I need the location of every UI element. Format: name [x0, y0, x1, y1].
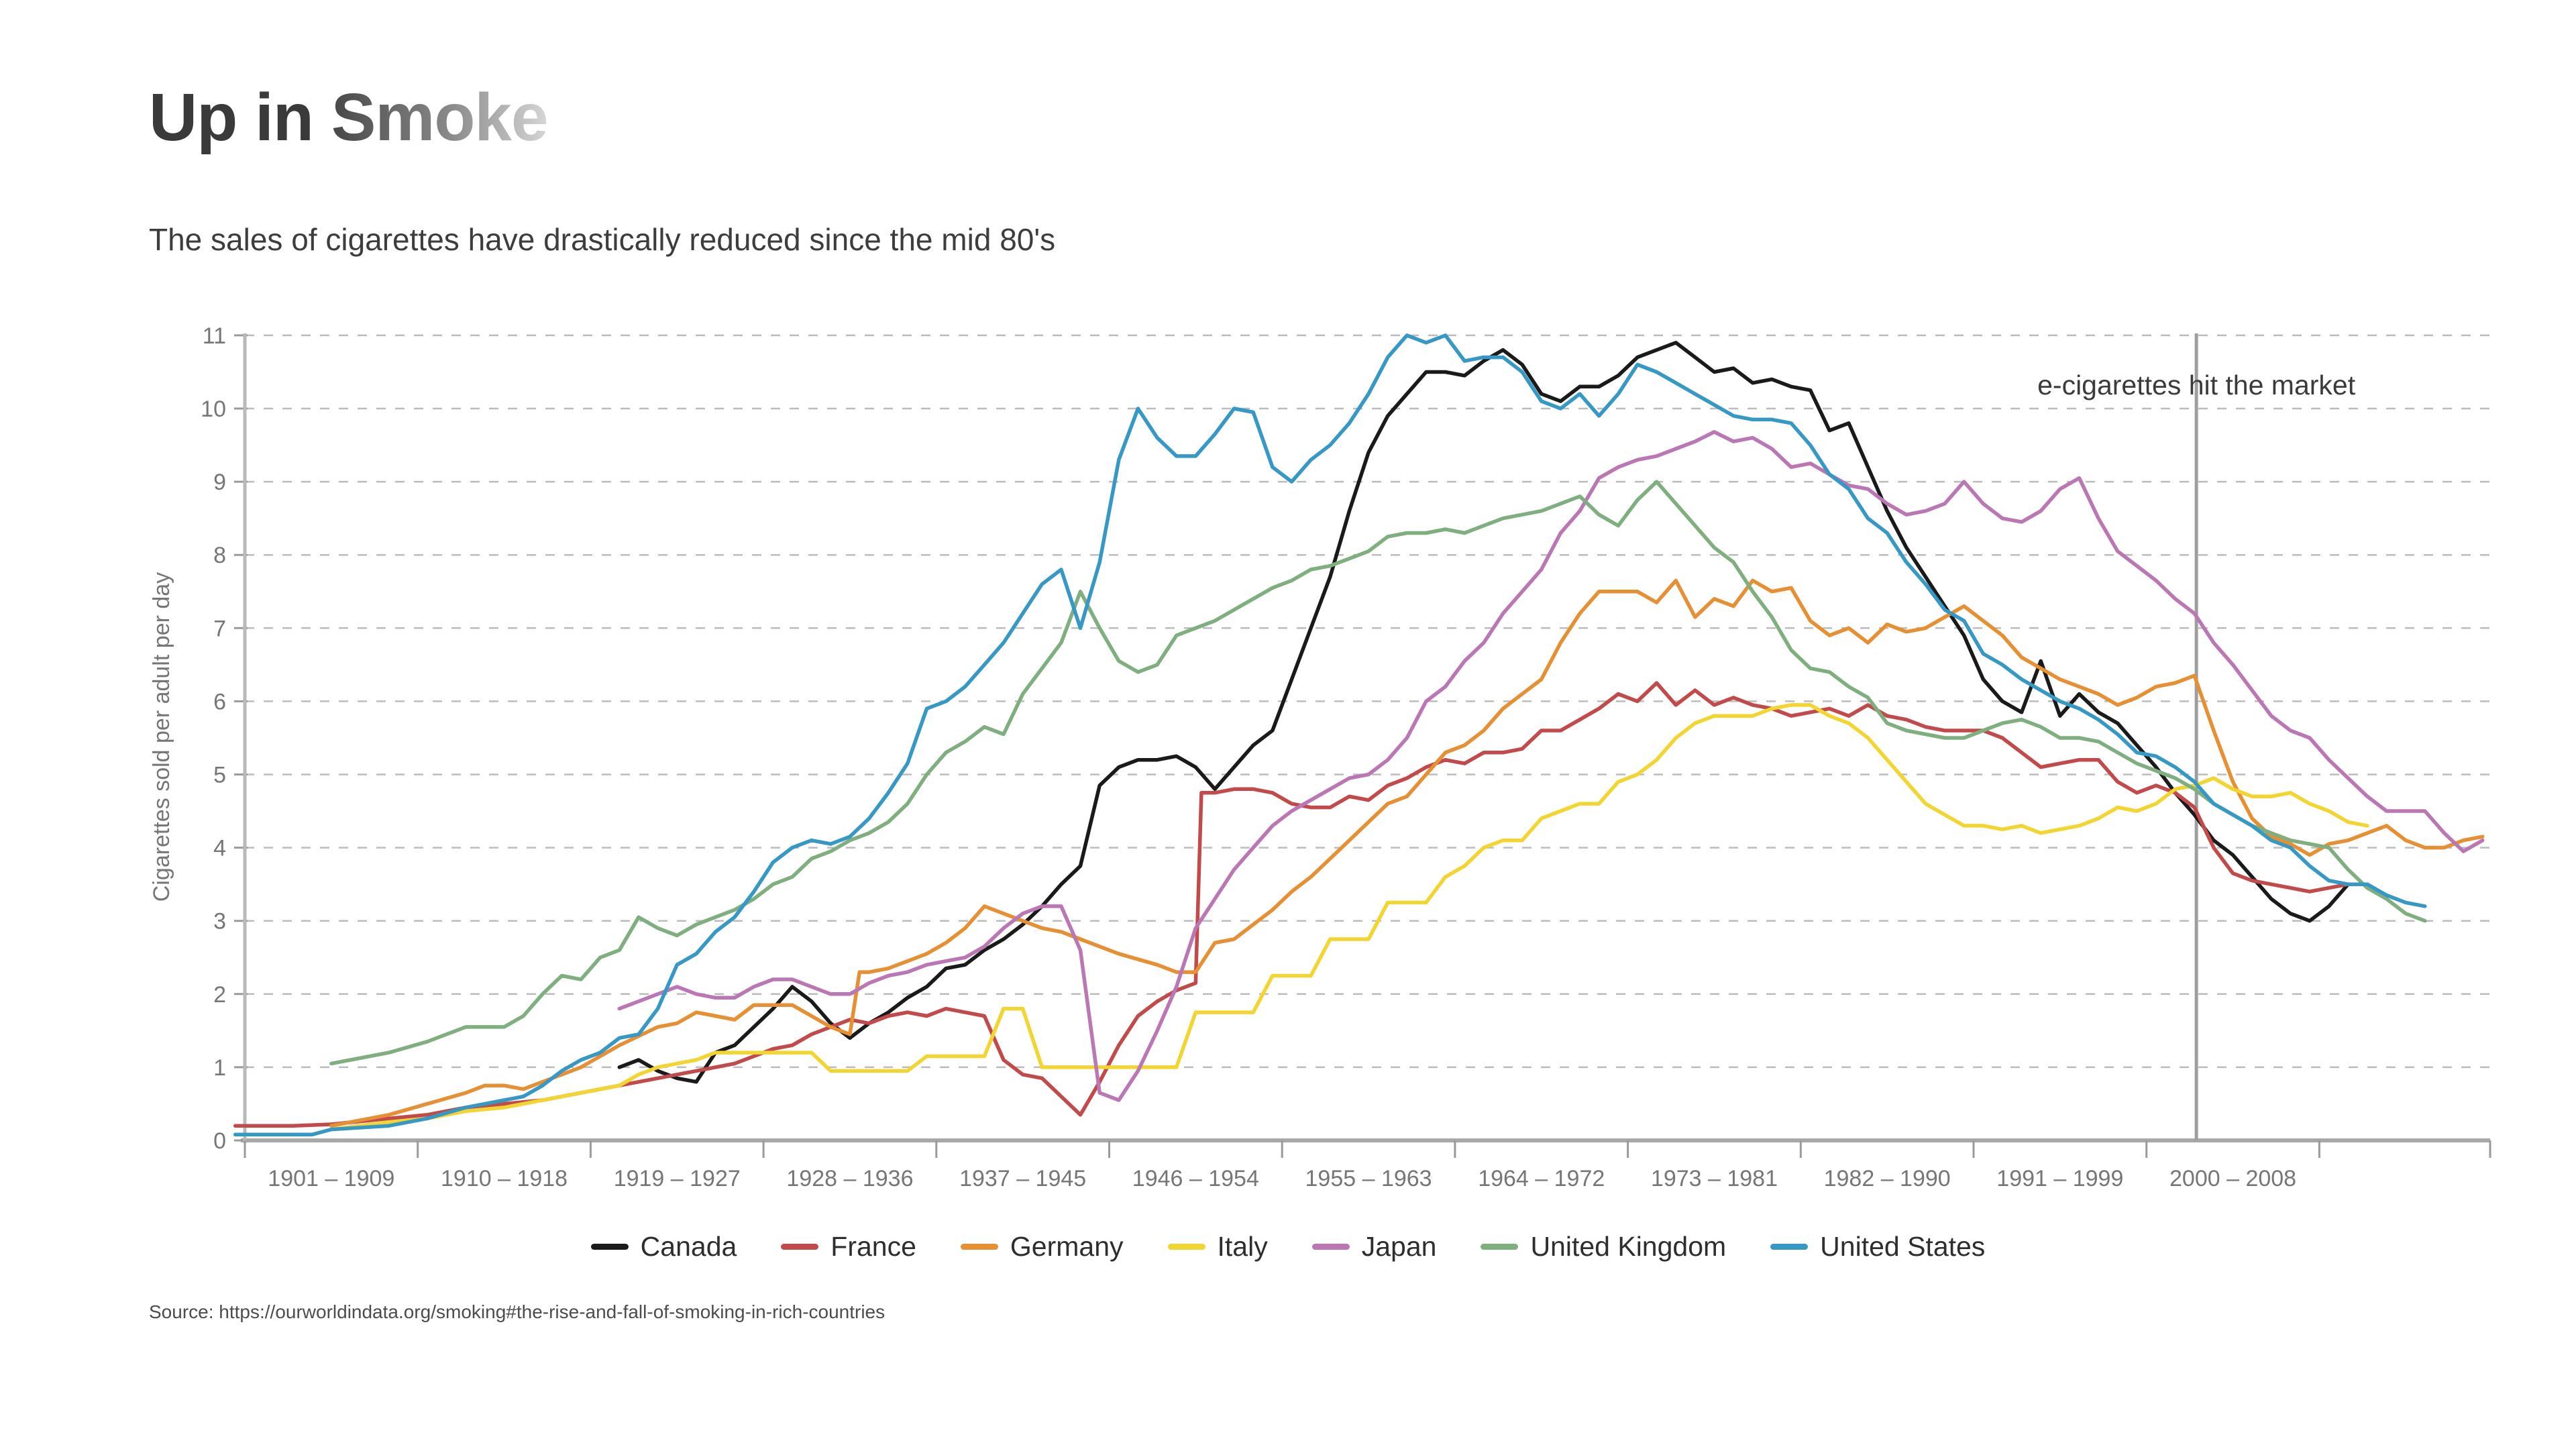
x-bin-label-11: 2000 – 2008: [2169, 1166, 2296, 1191]
y-tick-label-3: 3: [213, 909, 226, 934]
chart-legend: Canada France Germany Italy Japan United King…: [0, 1231, 2576, 1263]
legend-item-canada[interactable]: Canada: [590, 1231, 737, 1263]
series-line-italy: [329, 703, 2369, 1132]
y-tick-label-2: 2: [213, 982, 226, 1008]
y-tick-label-9: 9: [213, 470, 226, 495]
legend-swatch-japan: [1311, 1244, 1350, 1250]
x-bin-label-8: 1973 – 1981: [1651, 1166, 1778, 1191]
series-line-germany: [329, 578, 2485, 1128]
legend-swatch-italy: [1167, 1244, 1205, 1250]
y-tick-label-0: 0: [213, 1128, 226, 1154]
event-annotation-text: e-cigarettes hit the market: [2037, 370, 2356, 400]
legend-item-japan[interactable]: Japan: [1311, 1231, 1437, 1263]
series-line-united-states: [233, 333, 2427, 1137]
y-tick-label-5: 5: [213, 763, 226, 788]
y-tick-label-8: 8: [213, 543, 226, 568]
x-bin-label-1: 1910 – 1918: [441, 1166, 568, 1191]
x-bin-label-5: 1946 – 1954: [1132, 1166, 1259, 1191]
legend-label-united-states: United States: [1820, 1231, 1986, 1262]
legend-item-germany[interactable]: Germany: [960, 1231, 1124, 1263]
y-tick-label-6: 6: [213, 689, 226, 714]
y-tick-label-4: 4: [213, 836, 226, 861]
legend-label-italy: Italy: [1217, 1231, 1268, 1262]
y-axis-title: Cigarettes sold per adult per day: [149, 572, 174, 902]
legend-label-germany: Germany: [1010, 1231, 1124, 1262]
page-subtitle: The sales of cigarettes have drastically…: [149, 222, 1056, 257]
legend-item-united-states[interactable]: United States: [1770, 1231, 1985, 1263]
y-tick-label-11: 11: [203, 323, 226, 349]
series-line-canada: [617, 341, 2351, 1084]
x-bin-label-7: 1964 – 1972: [1478, 1166, 1605, 1191]
title-prefix: Up in: [149, 80, 331, 155]
legend-swatch-france: [781, 1244, 819, 1250]
legend-swatch-germany: [960, 1244, 998, 1250]
x-bin-label-0: 1901 – 1909: [268, 1166, 394, 1191]
x-bin-label-4: 1937 – 1945: [959, 1166, 1086, 1191]
title-accent: Smoke: [331, 80, 549, 155]
y-tick-label-7: 7: [213, 616, 226, 641]
legend-swatch-canada: [590, 1244, 629, 1250]
legend-swatch-united-kingdom: [1481, 1244, 1519, 1250]
legend-swatch-united-states: [1770, 1244, 1809, 1250]
x-bin-label-2: 1919 – 1927: [614, 1166, 741, 1191]
x-bin-label-10: 1991 – 1999: [1996, 1166, 2123, 1191]
legend-label-france: France: [830, 1231, 916, 1262]
page-title: Up in Smoke: [149, 79, 549, 156]
y-tick-label-1: 1: [213, 1055, 226, 1081]
series-line-japan: [617, 430, 2485, 1102]
legend-item-france[interactable]: France: [781, 1231, 916, 1263]
legend-label-japan: Japan: [1361, 1231, 1437, 1262]
legend-label-canada: Canada: [640, 1231, 737, 1262]
series-line-france: [233, 681, 2351, 1128]
x-bin-label-3: 1928 – 1936: [786, 1166, 913, 1191]
source-note: Source: https://ourworldindata.org/smoki…: [149, 1301, 885, 1322]
legend-label-united-kingdom: United Kingdom: [1530, 1231, 1727, 1262]
x-bin-label-9: 1982 – 1990: [1824, 1166, 1951, 1191]
x-bin-label-6: 1955 – 1963: [1305, 1166, 1432, 1191]
legend-item-united-kingdom[interactable]: United Kingdom: [1481, 1231, 1726, 1263]
legend-item-italy[interactable]: Italy: [1167, 1231, 1268, 1263]
y-tick-label-10: 10: [201, 396, 226, 422]
